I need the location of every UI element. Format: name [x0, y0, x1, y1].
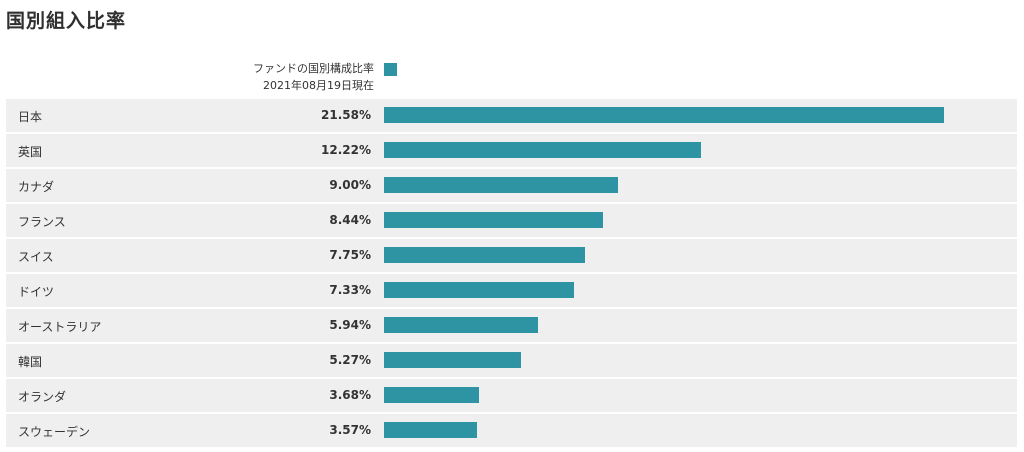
legend-date: 2021年08月19日現在	[263, 79, 374, 92]
bar	[384, 247, 585, 263]
bar	[384, 387, 479, 403]
category-label: スウェーデン	[18, 425, 91, 439]
value-label: 7.75%	[329, 248, 371, 262]
chart-row: スウェーデン 3.57%	[6, 414, 1017, 447]
category-label: オランダ	[18, 390, 67, 404]
chart-row: 日本 21.58%	[6, 99, 1017, 132]
value-label: 5.94%	[329, 318, 371, 332]
category-label: 日本	[18, 110, 43, 124]
value-label: 8.44%	[329, 213, 371, 227]
chart-row: 英国 12.22%	[6, 134, 1017, 167]
category-label: 韓国	[18, 355, 43, 369]
category-label: ドイツ	[18, 285, 55, 299]
value-label: 21.58%	[321, 108, 371, 122]
value-label: 5.27%	[329, 353, 371, 367]
category-label: フランス	[18, 215, 66, 229]
category-label: スイス	[18, 250, 54, 264]
bar	[384, 317, 538, 333]
value-label: 12.22%	[321, 143, 371, 157]
legend-label: ファンドの国別構成比率	[253, 62, 374, 75]
bar	[384, 107, 944, 123]
bar	[384, 142, 701, 158]
page-title: 国別組入比率	[6, 10, 127, 32]
chart-row: オーストラリア 5.94%	[6, 309, 1017, 342]
bar	[384, 282, 574, 298]
bar-chart: 日本 21.58% 英国 12.22% カナダ 9.00% フランス 8.44% スイス 7.75…	[6, 99, 1017, 449]
bar	[384, 352, 521, 368]
category-label: カナダ	[18, 180, 55, 194]
bar	[384, 422, 477, 438]
bar	[384, 177, 618, 193]
chart-row: フランス 8.44%	[6, 204, 1017, 237]
chart-row: カナダ 9.00%	[6, 169, 1017, 202]
chart-row: スイス 7.75%	[6, 239, 1017, 272]
chart-row: オランダ 3.68%	[6, 379, 1017, 412]
value-label: 7.33%	[329, 283, 371, 297]
bar	[384, 212, 603, 228]
value-label: 3.57%	[329, 423, 371, 437]
value-label: 9.00%	[329, 178, 371, 192]
category-label: 英国	[18, 145, 43, 159]
chart-row: 韓国 5.27%	[6, 344, 1017, 377]
value-label: 3.68%	[329, 388, 371, 402]
legend-swatch	[384, 63, 397, 76]
chart-row: ドイツ 7.33%	[6, 274, 1017, 307]
category-label: オーストラリア	[18, 320, 102, 334]
